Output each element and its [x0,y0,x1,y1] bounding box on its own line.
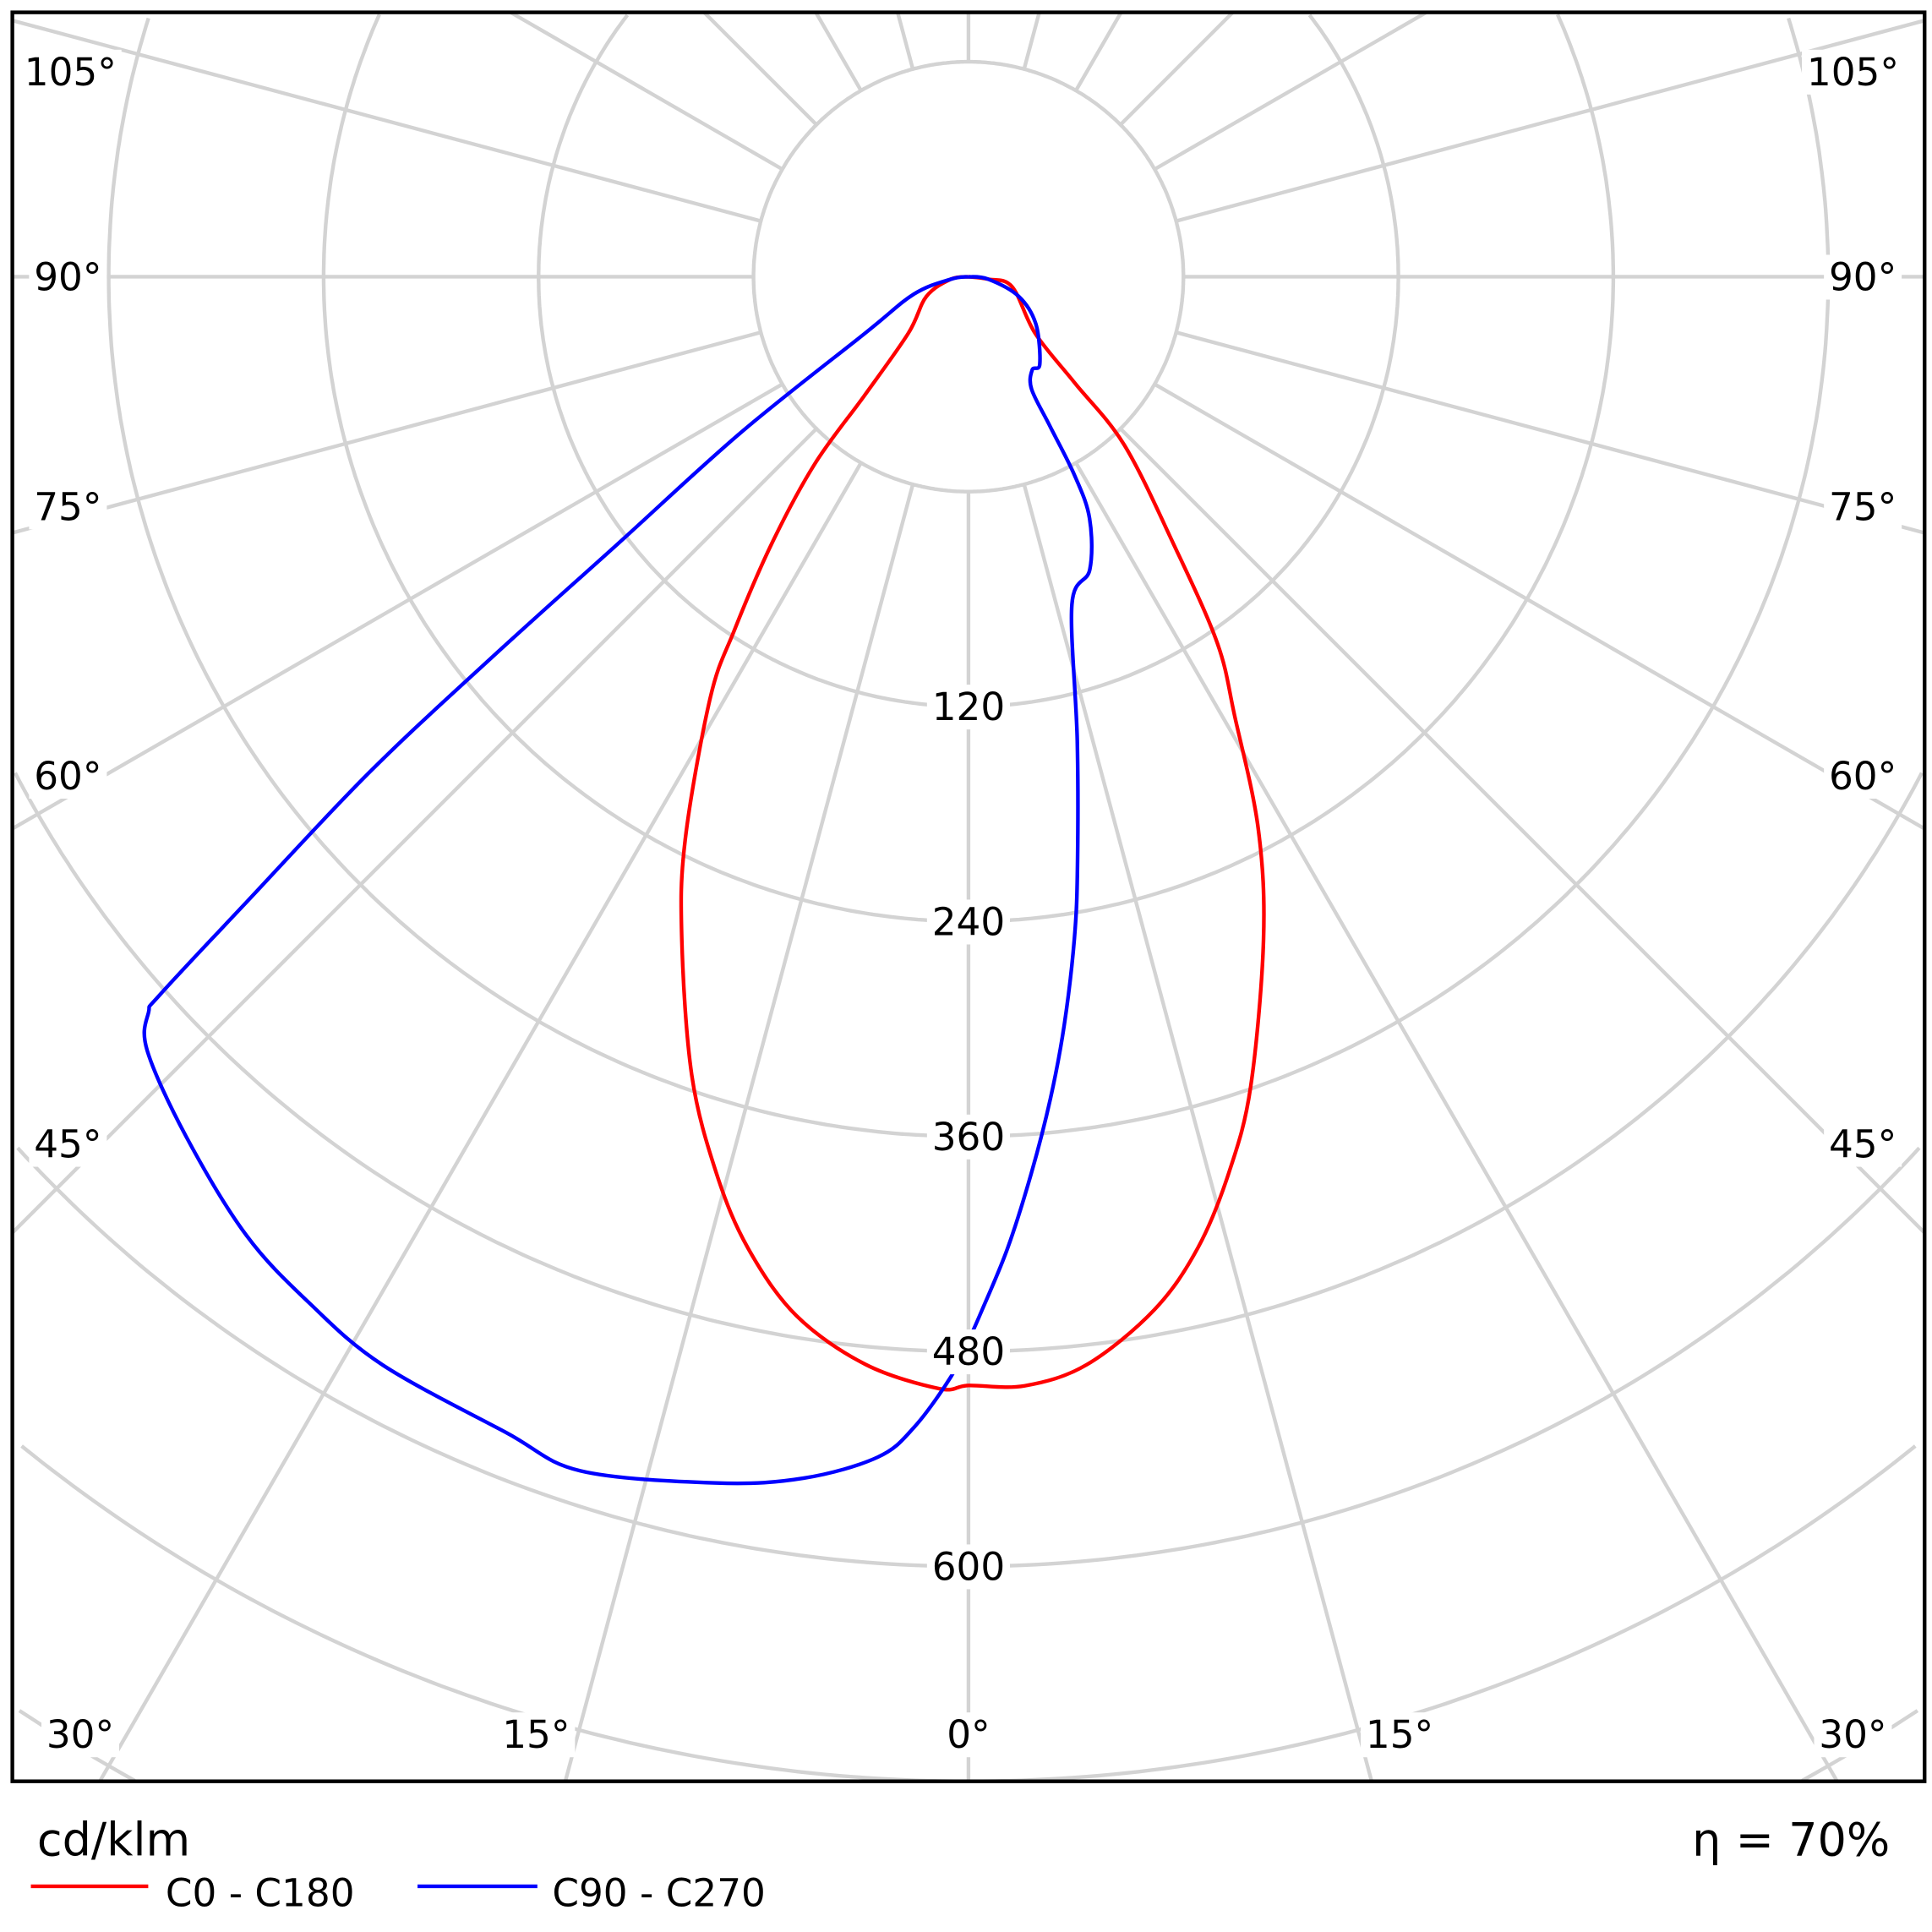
angle-label-left: 75° [34,484,101,529]
grid-radial-line [1154,382,1925,831]
label-background [926,899,1011,945]
label-background [1824,1122,1902,1167]
grid-radial-line [1022,12,1041,70]
curve-c90-c270 [142,275,1094,1486]
angle-label-right: 15° [1366,1712,1433,1757]
grid-radial-line [12,382,783,831]
curves [142,275,1266,1486]
label-background [1824,753,1902,799]
grid-ring [968,1444,1917,1782]
legend: C0 - C180 C90 - C270 [30,1870,766,1915]
label-background [41,1712,120,1758]
label-background [1824,484,1902,530]
grid-radial-line [12,427,818,1235]
angle-label-left: 90° [34,254,101,299]
grid-radial-line [563,483,915,1782]
label-background [1361,1712,1439,1758]
grid-ring [321,14,969,924]
label-background [941,1712,996,1758]
label-background [1814,1712,1892,1758]
unit-label: cd/klm [37,1813,190,1866]
angle-label-right: 90° [1829,254,1897,299]
grid-radial-line [1154,12,1427,172]
grid-radial-line [1074,461,1839,1782]
grid-ring [16,1146,969,1569]
grid-ring [968,772,1924,1354]
label-background [926,1114,1011,1160]
grid-ring [106,17,969,1138]
grid-radial-line [1119,12,1235,127]
grid-radial-line [510,12,783,172]
radial-tick-label: 600 [932,1544,1005,1589]
grid-radial-line [1074,12,1123,92]
grid-ring [968,14,1616,924]
legend-label-c0-c180: C0 - C180 [166,1870,355,1915]
plot-frame [10,10,1927,1783]
label-background [926,685,1011,730]
label-background [29,254,107,300]
label-background [29,753,107,799]
angle-label-right: 75° [1829,484,1897,529]
grid-radial-line [1022,483,1374,1782]
angle-label-left: 105° [25,50,117,95]
grid-radial-line [895,12,915,70]
angle-label-left: 45° [34,1122,101,1167]
angle-label-right: 45° [1829,1122,1897,1167]
efficiency-label: η = 70% [1692,1813,1890,1866]
legend-label-c90-c270: C90 - C270 [552,1870,766,1915]
angle-label-left: 15° [502,1712,570,1757]
grid-ring [537,14,969,709]
label-background [926,1329,1011,1375]
grid-radial-line [1176,19,1925,223]
grid-radial-line [702,12,818,127]
label-background [926,1544,1011,1590]
grid-radial-line [1176,330,1925,535]
grid-radial-line [98,461,863,1782]
radial-tick-label: 360 [932,1115,1005,1160]
label-background [1802,49,1904,95]
angle-label-right: 105° [1807,50,1899,95]
grid-ring [968,17,1831,1138]
grid-radial-line [1119,427,1925,1235]
curve-c0-c180 [679,275,1266,1392]
label-background [1824,254,1902,300]
radial-tick-label: 240 [932,899,1005,944]
grid-radial-line [12,19,761,223]
grid-ring [20,1444,969,1782]
radial-tick-label: 480 [932,1329,1005,1374]
grid-ring [968,14,1400,709]
label-background [29,484,107,530]
angle-label-left: 30° [46,1712,114,1757]
polar-grid [12,12,1925,1782]
grid-ring [968,1146,1921,1569]
grid-ring [14,772,969,1354]
grid-radial-line [12,330,761,535]
angle-label-right: 60° [1829,754,1897,799]
label-background [19,49,122,95]
angle-label-right: 30° [1819,1712,1886,1757]
grid-radial-line [814,12,863,92]
label-background [29,1122,107,1167]
angle-label-left: 0° [947,1712,990,1757]
label-background [497,1712,576,1758]
axis-labels: 120 240 360 480 600 105° 90° 75° 60° 45° 30° 15° 0° 1… [19,49,1904,1758]
radial-tick-label: 120 [932,685,1005,729]
angle-label-left: 60° [34,754,101,799]
